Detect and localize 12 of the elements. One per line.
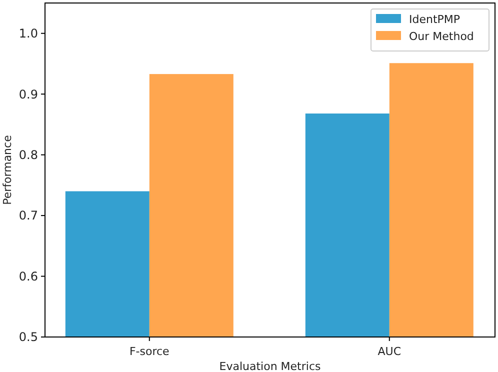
y-tick-label: 0.9 bbox=[18, 87, 38, 102]
x-tick-label: F-sorce bbox=[129, 345, 170, 358]
legend-label: Our Method bbox=[409, 30, 474, 43]
y-tick-label: 1.0 bbox=[18, 26, 38, 41]
x-axis-title: Evaluation Metrics bbox=[219, 360, 321, 372]
y-tick-label: 0.8 bbox=[18, 148, 38, 162]
y-tick-label: 0.6 bbox=[18, 269, 38, 284]
y-tick-label: 0.7 bbox=[18, 208, 38, 223]
legend-label: IdentPMP bbox=[409, 12, 460, 26]
y-tick-label: 0.5 bbox=[18, 330, 38, 344]
x-tick-label: AUC bbox=[378, 345, 402, 358]
y-axis-title: Performance bbox=[1, 134, 14, 205]
